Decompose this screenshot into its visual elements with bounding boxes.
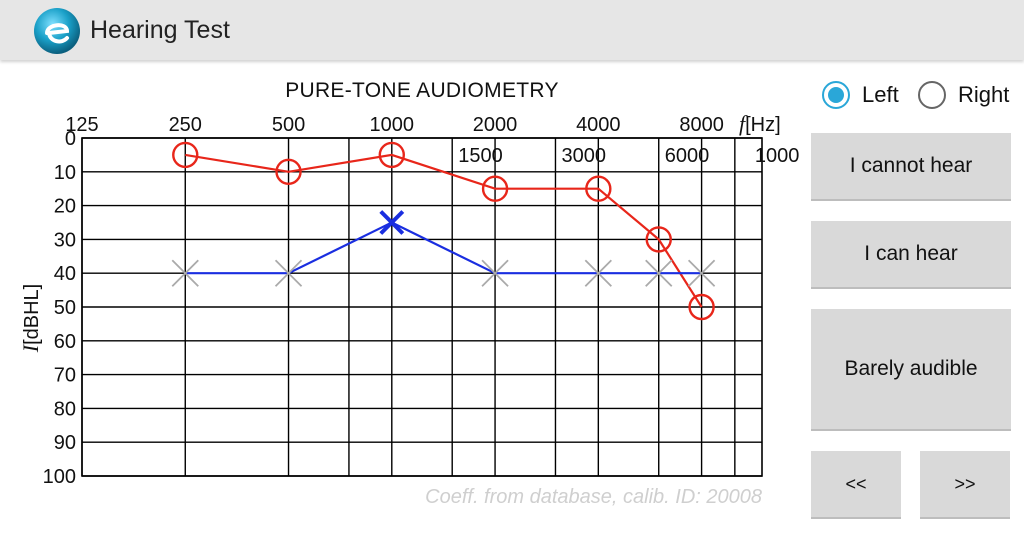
x-tick-label-inner: 1500 [458, 145, 503, 167]
app-logo-icon [34, 8, 80, 54]
x-tick-label-inner: 10000 [755, 145, 800, 167]
app-bar: Hearing Test [0, 0, 1024, 60]
x-tick-label-top: 2000 [473, 114, 518, 136]
circle-marker [275, 158, 302, 186]
circle-marker [378, 141, 405, 169]
cross-marker [171, 259, 199, 287]
y-tick-label: 20 [54, 196, 76, 218]
calibration-footnote: Coeff. from database, calib. ID: 20008 [425, 486, 762, 508]
y-tick-label: 30 [54, 229, 76, 251]
x-tick-label-inner: 3000 [561, 145, 606, 167]
cross-marker [687, 259, 716, 287]
cross-marker [645, 259, 673, 287]
x-tick-label-top: 4000 [576, 114, 621, 136]
app-title: Hearing Test [90, 16, 230, 44]
circle-marker [688, 293, 715, 321]
cannot-hear-button[interactable]: I cannot hear [811, 133, 1011, 201]
y-tick-label: 40 [54, 263, 76, 285]
chart-title: PURE-TONE AUDIOMETRY [285, 79, 559, 102]
right-radio-label: Right [958, 82, 1010, 107]
cross-marker [274, 259, 303, 287]
can-hear-button[interactable]: I can hear [811, 221, 1011, 289]
y-tick-label: 100 [43, 466, 76, 488]
left-radio-circle[interactable] [822, 81, 850, 109]
y-tick-label: 90 [54, 432, 76, 454]
y-tick-label: 0 [65, 128, 76, 150]
y-axis-label: I[dBHL] [18, 284, 43, 353]
circle-marker [481, 175, 509, 202]
x-tick-label-inner: 6000 [665, 145, 710, 167]
series-line [185, 153, 703, 308]
right-ear-radio[interactable]: Right [918, 80, 1018, 110]
y-tick-label: 60 [54, 331, 76, 353]
y-tick-label: 80 [54, 398, 76, 420]
left-ear-radio[interactable]: Left [822, 80, 912, 110]
left-radio-label: Left [862, 82, 899, 107]
next-button[interactable]: >> [920, 451, 1010, 519]
y-tick-label: 50 [54, 297, 76, 319]
x-tick-label-top: 8000 [679, 114, 724, 136]
x-tick-label-top: 250 [169, 114, 202, 136]
chart-frame [81, 137, 763, 477]
y-tick-label: 70 [54, 365, 76, 387]
previous-button[interactable]: << [811, 451, 901, 519]
cross-marker [379, 210, 405, 235]
x-axis-label: f[Hz] [739, 111, 781, 136]
right-radio-circle[interactable] [918, 81, 946, 109]
x-tick-label-top: 500 [272, 114, 305, 136]
y-tick-label: 10 [54, 162, 76, 184]
x-tick-label-top: 125 [65, 114, 98, 136]
barely-audible-button[interactable]: Barely audible [811, 309, 1011, 431]
circle-marker [172, 141, 199, 169]
circle-marker [585, 175, 612, 202]
cross-marker [481, 259, 509, 287]
cross-marker [584, 259, 612, 287]
circle-marker [645, 226, 672, 253]
x-tick-label-top: 1000 [370, 114, 415, 136]
